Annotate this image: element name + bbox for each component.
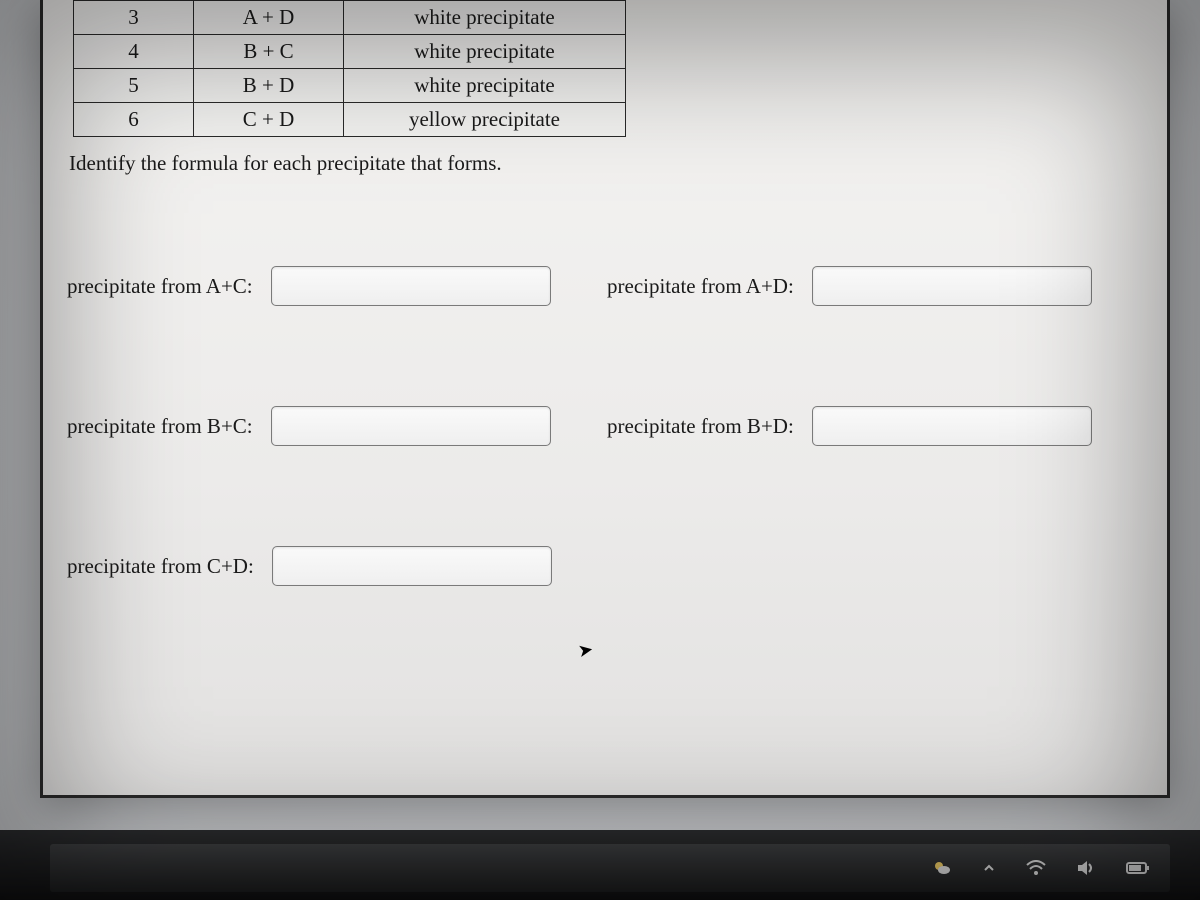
field-bc: precipitate from B+C: [67, 406, 607, 446]
cell-number: 3 [74, 1, 194, 35]
table-row: 4 B + C white precipitate [74, 35, 626, 69]
input-bc[interactable] [271, 406, 551, 446]
taskbar-inner [50, 844, 1170, 892]
app-window: 3 A + D white precipitate 4 B + C white … [40, 0, 1170, 798]
taskbar [0, 830, 1200, 900]
cell-mixture: A + D [194, 1, 344, 35]
tray-weather-icon[interactable] [932, 858, 952, 878]
field-cd: precipitate from C+D: [67, 546, 607, 586]
label-ac: precipitate from A+C: [67, 274, 253, 299]
system-tray [932, 858, 1150, 878]
tray-chevron-icon[interactable] [982, 861, 996, 875]
cell-number: 4 [74, 35, 194, 69]
field-bd: precipitate from B+D: [607, 406, 1167, 446]
cell-number: 6 [74, 103, 194, 137]
label-bd: precipitate from B+D: [607, 414, 794, 439]
observations-table: 3 A + D white precipitate 4 B + C white … [73, 0, 626, 137]
input-ad[interactable] [812, 266, 1092, 306]
tray-battery-icon[interactable] [1126, 861, 1150, 875]
cell-observation: white precipitate [344, 1, 626, 35]
cell-mixture: B + C [194, 35, 344, 69]
cell-number: 5 [74, 69, 194, 103]
cell-mixture: B + D [194, 69, 344, 103]
cell-observation: yellow precipitate [344, 103, 626, 137]
field-ac: precipitate from A+C: [67, 266, 607, 306]
tray-volume-icon[interactable] [1076, 860, 1096, 876]
table-row: 3 A + D white precipitate [74, 1, 626, 35]
input-ac[interactable] [271, 266, 551, 306]
input-cd[interactable] [272, 546, 552, 586]
table-row: 6 C + D yellow precipitate [74, 103, 626, 137]
input-bd[interactable] [812, 406, 1092, 446]
question-content: 3 A + D white precipitate 4 B + C white … [43, 0, 1167, 610]
cell-observation: white precipitate [344, 69, 626, 103]
label-bc: precipitate from B+C: [67, 414, 253, 439]
label-cd: precipitate from C+D: [67, 554, 254, 579]
answer-grid: precipitate from A+C: precipitate from A… [67, 266, 1143, 586]
instruction-text: Identify the formula for each precipitat… [69, 151, 1143, 176]
cell-observation: white precipitate [344, 35, 626, 69]
table-row: 5 B + D white precipitate [74, 69, 626, 103]
label-ad: precipitate from A+D: [607, 274, 794, 299]
field-ad: precipitate from A+D: [607, 266, 1167, 306]
cell-mixture: C + D [194, 103, 344, 137]
tray-wifi-icon[interactable] [1026, 860, 1046, 876]
